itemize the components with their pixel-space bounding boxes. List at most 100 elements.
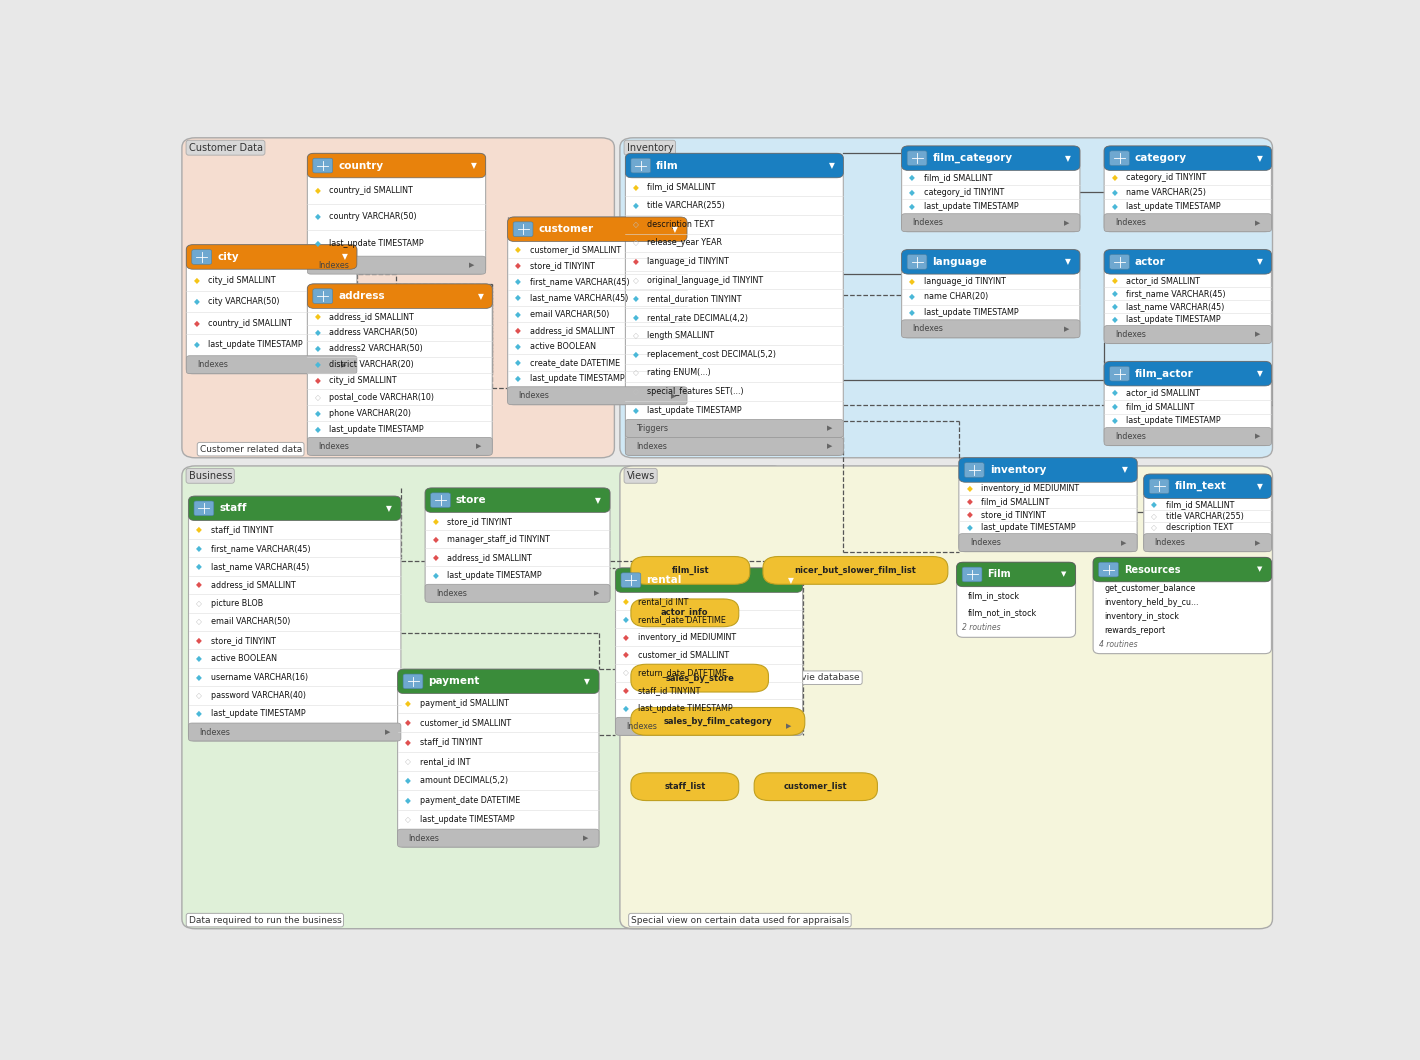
Text: last_update TIMESTAMP: last_update TIMESTAMP [209, 340, 302, 350]
Text: rental_rate DECIMAL(4,2): rental_rate DECIMAL(4,2) [648, 313, 748, 321]
FancyBboxPatch shape [398, 669, 599, 847]
Text: ◆: ◆ [1112, 315, 1118, 323]
Text: country: country [338, 160, 383, 171]
Text: address: address [338, 292, 385, 301]
FancyBboxPatch shape [630, 773, 738, 800]
Text: store: store [456, 495, 487, 506]
FancyBboxPatch shape [902, 250, 1081, 275]
Text: ▶: ▶ [594, 590, 599, 597]
Text: rental_duration TINYINT: rental_duration TINYINT [648, 294, 741, 303]
FancyBboxPatch shape [1143, 474, 1271, 498]
Text: return_date DATETIME: return_date DATETIME [638, 668, 727, 677]
Text: ▶: ▶ [1255, 219, 1261, 226]
FancyBboxPatch shape [192, 250, 212, 264]
Text: ◇: ◇ [315, 392, 321, 402]
Text: Indexes: Indexes [518, 391, 550, 401]
FancyBboxPatch shape [1105, 146, 1271, 171]
Text: ▶: ▶ [670, 392, 676, 399]
Text: language_id TINYINT: language_id TINYINT [923, 278, 1005, 286]
Text: actor: actor [1135, 257, 1166, 267]
Text: ◆: ◆ [315, 212, 321, 222]
FancyBboxPatch shape [1105, 361, 1271, 386]
FancyBboxPatch shape [182, 138, 615, 458]
FancyBboxPatch shape [621, 138, 1272, 458]
Text: last_update TIMESTAMP: last_update TIMESTAMP [210, 709, 305, 719]
FancyBboxPatch shape [508, 217, 687, 242]
Text: title VARCHAR(255): title VARCHAR(255) [648, 201, 726, 210]
Text: ◆: ◆ [405, 719, 412, 727]
Text: ▼: ▼ [829, 161, 835, 170]
Text: ◆: ◆ [433, 553, 439, 562]
Text: city VARCHAR(50): city VARCHAR(50) [209, 297, 280, 306]
Text: ◇: ◇ [196, 617, 202, 626]
Text: staff_id TINYINT: staff_id TINYINT [210, 526, 273, 534]
Text: address_id SMALLINT: address_id SMALLINT [530, 325, 615, 335]
Text: store_id TINYINT: store_id TINYINT [530, 261, 595, 270]
Text: staff_list: staff_list [665, 782, 706, 791]
FancyBboxPatch shape [307, 438, 493, 456]
FancyBboxPatch shape [763, 556, 949, 584]
Text: last_update TIMESTAMP: last_update TIMESTAMP [329, 238, 425, 248]
Text: last_update TIMESTAMP: last_update TIMESTAMP [923, 307, 1018, 317]
FancyBboxPatch shape [307, 284, 493, 308]
Text: inventory_held_by_cu...: inventory_held_by_cu... [1105, 598, 1198, 607]
FancyBboxPatch shape [312, 158, 332, 173]
Text: customer_id SMALLINT: customer_id SMALLINT [420, 719, 511, 727]
Text: staff: staff [219, 504, 247, 513]
Text: Indexes: Indexes [913, 324, 943, 333]
Text: language_id TINYINT: language_id TINYINT [648, 257, 730, 266]
FancyBboxPatch shape [1109, 367, 1129, 381]
Text: ◆: ◆ [1112, 202, 1118, 211]
FancyBboxPatch shape [902, 214, 1081, 232]
Text: last_update TIMESTAMP: last_update TIMESTAMP [981, 523, 1075, 532]
Text: ◆: ◆ [623, 615, 629, 623]
Text: ◆: ◆ [909, 188, 916, 196]
Text: Triggers: Triggers [636, 424, 669, 432]
FancyBboxPatch shape [907, 151, 927, 165]
FancyBboxPatch shape [1109, 254, 1129, 269]
Text: address2 VARCHAR(50): address2 VARCHAR(50) [329, 344, 423, 353]
FancyBboxPatch shape [186, 245, 356, 374]
Text: Special view on certain data used for appraisals: Special view on certain data used for ap… [630, 916, 849, 924]
FancyBboxPatch shape [508, 217, 687, 405]
FancyBboxPatch shape [1093, 558, 1271, 654]
Text: film_text: film_text [1174, 481, 1227, 492]
Text: ◆: ◆ [515, 358, 521, 367]
Text: last_update TIMESTAMP: last_update TIMESTAMP [648, 406, 743, 414]
FancyBboxPatch shape [513, 222, 532, 236]
FancyBboxPatch shape [902, 146, 1081, 171]
Text: ◆: ◆ [195, 276, 200, 284]
Text: ▶: ▶ [582, 835, 588, 842]
Text: ◆: ◆ [623, 633, 629, 641]
Text: ◆: ◆ [1152, 500, 1157, 509]
Text: ◆: ◆ [623, 651, 629, 659]
Text: original_language_id TINYINT: original_language_id TINYINT [648, 276, 764, 284]
Text: 4 routines: 4 routines [1099, 640, 1137, 649]
Text: ▼: ▼ [595, 496, 601, 505]
Text: ◆: ◆ [633, 257, 639, 266]
Text: ▶: ▶ [1064, 325, 1069, 332]
FancyBboxPatch shape [186, 245, 356, 269]
Text: ◆: ◆ [315, 344, 321, 353]
Text: actor_info: actor_info [662, 608, 709, 617]
Text: customer_id SMALLINT: customer_id SMALLINT [530, 245, 621, 254]
Text: name CHAR(20): name CHAR(20) [923, 293, 988, 301]
FancyBboxPatch shape [1149, 479, 1169, 494]
Text: Data required to run the business: Data required to run the business [189, 916, 341, 924]
FancyBboxPatch shape [630, 707, 805, 736]
Text: ◆: ◆ [515, 374, 521, 383]
FancyBboxPatch shape [1105, 427, 1271, 445]
FancyBboxPatch shape [398, 669, 599, 693]
Text: ◆: ◆ [515, 278, 521, 286]
Text: film_in_stock: film_in_stock [967, 590, 1020, 600]
Text: customer: customer [538, 225, 594, 234]
Text: last_update TIMESTAMP: last_update TIMESTAMP [420, 815, 514, 824]
Text: ◆: ◆ [515, 310, 521, 319]
FancyBboxPatch shape [1105, 250, 1271, 275]
Text: password VARCHAR(40): password VARCHAR(40) [210, 691, 305, 700]
Text: ◆: ◆ [623, 704, 629, 713]
Text: film_id SMALLINT: film_id SMALLINT [648, 182, 716, 192]
Text: Movie database: Movie database [788, 673, 861, 683]
Text: ◇: ◇ [633, 369, 639, 377]
Text: country_id SMALLINT: country_id SMALLINT [329, 187, 413, 195]
